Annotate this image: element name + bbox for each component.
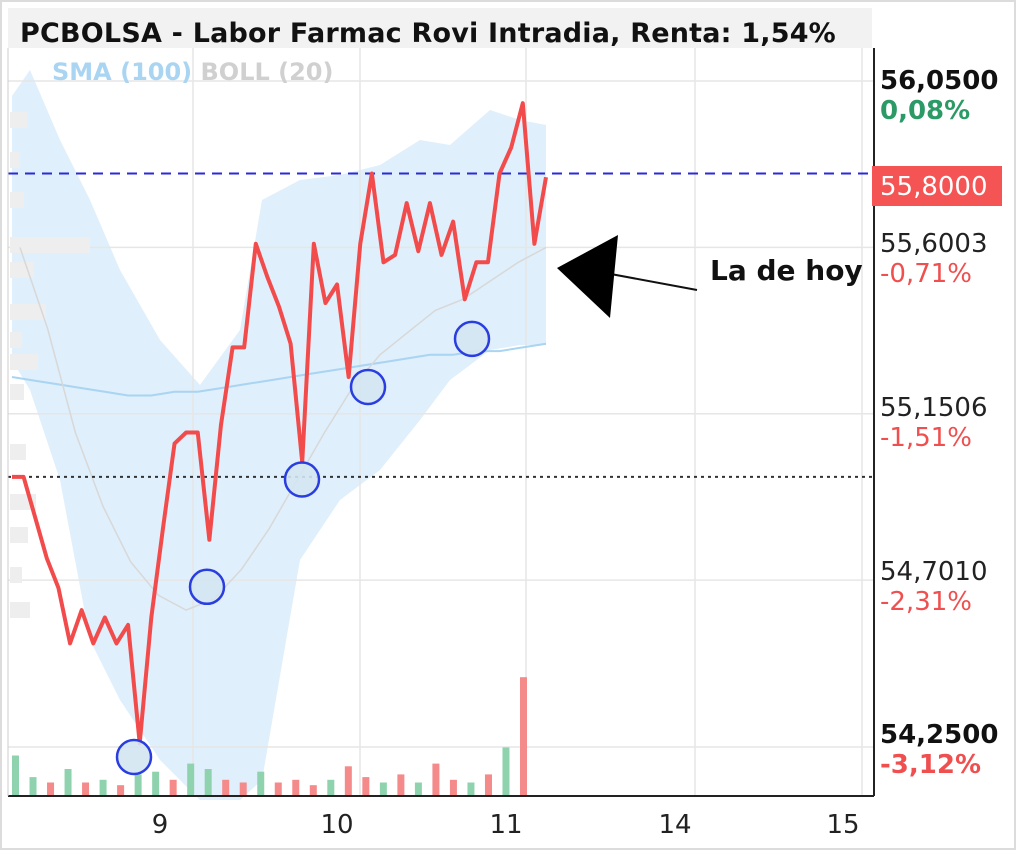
x-label-15: 15 (826, 810, 860, 840)
annotation-text: La de hoy (710, 254, 863, 287)
volume-bar (327, 779, 335, 796)
volume-bar (169, 779, 177, 796)
volume-bar (484, 774, 492, 796)
x-label-10: 10 (320, 810, 354, 840)
volume-bar (117, 785, 125, 796)
minimum-marker (283, 461, 321, 498)
volume-bar (204, 769, 212, 796)
volume-bar (222, 779, 230, 796)
annotation-arrow-shaft (599, 271, 698, 291)
current-price-badge: 55,8000 (872, 166, 1002, 206)
level-bar-7 (10, 354, 38, 370)
level-bar-6 (10, 332, 22, 348)
volume-bar (432, 763, 440, 796)
volume-bar (82, 782, 90, 796)
level-bar-5 (10, 304, 46, 320)
volume-bar (362, 777, 370, 796)
volume-bar (239, 782, 247, 796)
volume-bar (134, 774, 142, 796)
legend-boll[interactable]: BOLL (20) (200, 58, 334, 86)
y-label-2: 55,1506 (880, 393, 988, 423)
volume-bar (292, 779, 300, 796)
boll-mid-line (19, 246, 547, 611)
price-line (12, 101, 548, 746)
volume-bar (397, 774, 405, 796)
volume-bar (309, 785, 317, 796)
level-bar-0 (10, 112, 28, 128)
volume-bar (99, 779, 107, 796)
level-bar-4 (10, 262, 34, 278)
sma-line (11, 342, 547, 397)
level-bar-8 (10, 384, 24, 400)
volume-bar (414, 782, 422, 796)
x-label-11: 11 (489, 810, 523, 840)
level-bar-9 (10, 444, 26, 460)
annotation-arrow-head (557, 235, 618, 318)
level-bar-1 (10, 152, 20, 168)
title-bar: PCBOLSA - Labor Farmac Rovi Intradia, Re… (8, 8, 872, 49)
volume-bar (520, 677, 527, 796)
volume-bar (152, 771, 160, 796)
level-bar-3 (10, 237, 90, 253)
volume-bar (12, 755, 19, 796)
y-label-1: 55,6003 (880, 229, 988, 259)
chart-title: PCBOLSA - Labor Farmac Rovi Intradia, Re… (20, 18, 836, 49)
legend-sma[interactable]: SMA (100) (52, 58, 193, 86)
minimum-marker (349, 368, 387, 406)
volume-bar (47, 782, 55, 796)
bollinger-band (12, 70, 546, 800)
y-pct-3: -2,31% (880, 587, 972, 617)
y-pct-bottom: -3,12% (880, 750, 981, 780)
y-label-3: 54,7010 (880, 557, 988, 587)
legend: SMA (100) BOLL (20) (52, 58, 333, 86)
level-bar-13 (10, 602, 30, 618)
y-label-top: 56,0500 (880, 66, 999, 96)
volume-bar (187, 763, 195, 796)
x-label-9: 9 (151, 810, 169, 840)
minimum-marker (453, 320, 491, 358)
volume-bar (467, 782, 475, 796)
minimum-marker (188, 568, 226, 606)
volume-bar (257, 771, 265, 796)
x-label-14: 14 (658, 810, 692, 840)
volume-bar (379, 782, 387, 796)
y-label-bottom: 54,2500 (880, 720, 999, 750)
minimum-marker (115, 738, 153, 776)
volume-bar (29, 777, 37, 796)
y-pct-2: -1,51% (880, 423, 972, 453)
level-bar-11 (10, 527, 28, 543)
volume-bar (64, 769, 72, 796)
y-pct-1: -0,71% (880, 259, 972, 289)
volume-bar (344, 766, 352, 796)
y-pct-top: 0,08% (880, 96, 971, 126)
volume-bar (449, 779, 457, 796)
volume-bar (274, 782, 282, 796)
volume-bar (502, 747, 510, 796)
level-bar-2 (10, 192, 24, 208)
level-bar-12 (10, 567, 22, 583)
current-price-value: 55,8000 (880, 172, 988, 202)
